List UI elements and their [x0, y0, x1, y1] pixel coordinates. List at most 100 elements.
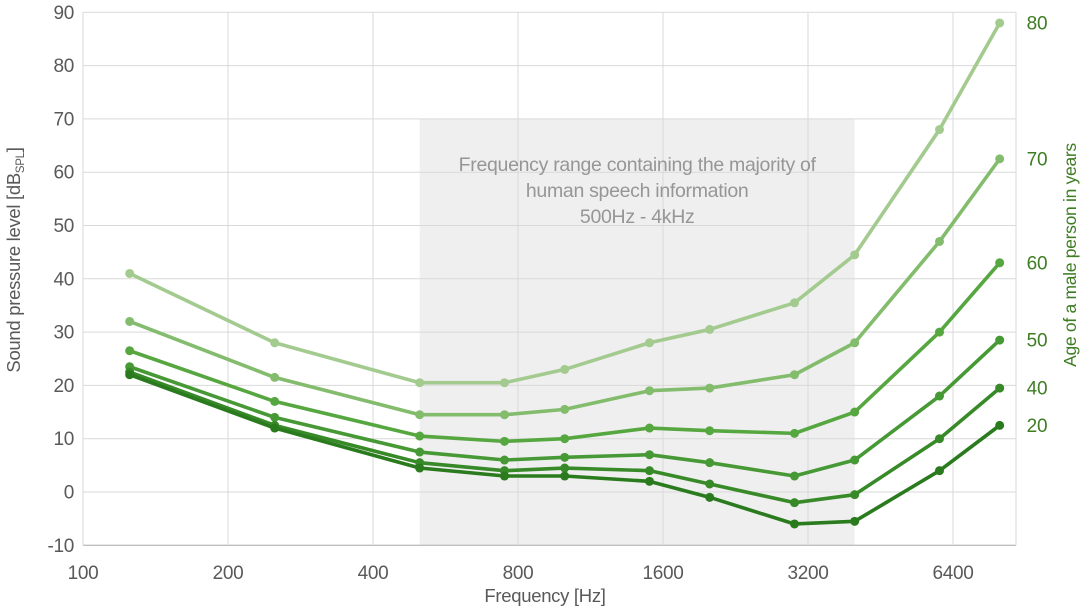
- data-point-age-60: [789, 428, 799, 438]
- data-point-age-80: [995, 18, 1005, 28]
- data-point-age-80: [270, 338, 280, 348]
- y-axis-title-subscript: SPL: [15, 151, 27, 173]
- x-tick-label: 200: [213, 563, 244, 584]
- y-tick-label: 50: [53, 216, 74, 237]
- y-axis-title-main: Sound pressure level [dB: [3, 173, 24, 373]
- data-point-age-70: [415, 410, 425, 420]
- x-tick-label: 6400: [932, 563, 973, 584]
- y-tick-label: 80: [53, 56, 74, 77]
- data-point-age-80: [789, 298, 799, 308]
- data-point-age-80: [644, 338, 654, 348]
- data-point-age-50: [934, 391, 944, 401]
- x-tick-label: 800: [503, 563, 534, 584]
- data-point-age-80: [415, 378, 425, 388]
- data-point-age-20: [705, 492, 715, 502]
- age-label-50: 50: [1027, 331, 1048, 352]
- data-point-age-20: [850, 516, 860, 526]
- data-point-age-70: [934, 236, 944, 246]
- data-point-age-60: [644, 423, 654, 433]
- data-point-age-60: [270, 396, 280, 406]
- data-point-age-60: [705, 426, 715, 436]
- data-point-age-20: [125, 370, 135, 380]
- data-point-age-40: [934, 434, 944, 444]
- age-label-60: 60: [1027, 253, 1048, 274]
- data-point-age-70: [644, 386, 654, 396]
- data-point-age-80: [934, 125, 944, 135]
- data-point-age-40: [850, 490, 860, 500]
- data-point-age-40: [705, 479, 715, 489]
- data-point-age-80: [125, 268, 135, 278]
- data-point-age-80: [499, 378, 509, 388]
- data-point-age-50: [560, 452, 570, 462]
- speech-region-annotation-line: 500Hz - 4kHz: [580, 206, 695, 228]
- data-point-age-50: [644, 450, 654, 460]
- y-axis-title: Sound pressure level [dBSPL]: [3, 147, 27, 372]
- data-point-age-70: [125, 316, 135, 326]
- y-axis-title-end: ]: [3, 147, 24, 152]
- data-point-age-50: [499, 455, 509, 465]
- data-point-age-70: [789, 370, 799, 380]
- data-point-age-50: [850, 455, 860, 465]
- data-point-age-60: [850, 407, 860, 417]
- data-point-age-70: [705, 383, 715, 393]
- y-tick-label: 30: [53, 323, 74, 344]
- y-tick-label: 10: [53, 429, 74, 450]
- age-series-labels: 80 70 60 50 40 20: [1027, 13, 1048, 436]
- data-point-age-40: [644, 466, 654, 476]
- data-point-age-40: [560, 463, 570, 473]
- y2-axis-title: Age of a male person in years: [1060, 143, 1080, 367]
- x-tick-label: 100: [68, 563, 99, 584]
- data-point-age-50: [789, 471, 799, 481]
- x-tick-label: 1600: [642, 563, 683, 584]
- data-point-age-50: [705, 458, 715, 468]
- data-point-age-20: [499, 471, 509, 481]
- data-point-age-70: [850, 338, 860, 348]
- data-point-age-70: [560, 404, 570, 414]
- data-point-age-70: [270, 372, 280, 382]
- age-label-20: 20: [1027, 416, 1048, 437]
- data-point-age-60: [995, 258, 1005, 268]
- data-point-age-50: [415, 447, 425, 457]
- y-tick-label: 40: [53, 269, 74, 290]
- x-axis-tick-labels: 100 200 400 800 1600 3200 6400: [68, 563, 974, 584]
- data-point-age-60: [125, 346, 135, 356]
- data-point-age-60: [415, 431, 425, 441]
- data-point-age-20: [934, 466, 944, 476]
- data-point-age-70: [995, 154, 1005, 164]
- data-point-age-70: [499, 410, 509, 420]
- data-point-age-20: [995, 420, 1005, 430]
- speech-region-annotation-line: Frequency range containing the majority …: [459, 154, 817, 176]
- x-tick-label: 3200: [787, 563, 828, 584]
- data-point-age-80: [560, 364, 570, 374]
- speech-region-annotation-line: human speech information: [526, 180, 749, 202]
- y-tick-label: 60: [53, 163, 74, 184]
- data-point-age-50: [995, 335, 1005, 345]
- x-axis-title: Frequency [Hz]: [484, 585, 605, 606]
- y-tick-label: 0: [64, 483, 74, 504]
- data-point-age-40: [995, 383, 1005, 393]
- data-point-age-60: [560, 434, 570, 444]
- data-point-age-20: [789, 519, 799, 529]
- data-point-age-50: [270, 412, 280, 422]
- y-tick-label: -10: [47, 536, 74, 557]
- data-point-age-20: [644, 476, 654, 486]
- y-tick-label: 20: [53, 376, 74, 397]
- data-point-age-60: [934, 327, 944, 337]
- y-axis-tick-labels: 90 80 70 60 50 40 30 20 10 0 -10: [47, 3, 74, 557]
- x-tick-label: 400: [358, 563, 389, 584]
- series-lines: [125, 18, 1005, 529]
- data-point-age-60: [499, 436, 509, 446]
- data-point-age-20: [415, 463, 425, 473]
- age-label-40: 40: [1027, 379, 1048, 400]
- y-tick-label: 70: [53, 109, 74, 130]
- data-point-age-20: [560, 471, 570, 481]
- age-label-70: 70: [1027, 149, 1048, 170]
- data-point-age-20: [270, 423, 280, 433]
- data-point-age-40: [789, 498, 799, 508]
- speech-region-annotation: Frequency range containing the majority …: [459, 154, 817, 228]
- data-point-age-80: [850, 250, 860, 260]
- y-tick-label: 90: [53, 3, 74, 24]
- age-label-80: 80: [1027, 13, 1048, 34]
